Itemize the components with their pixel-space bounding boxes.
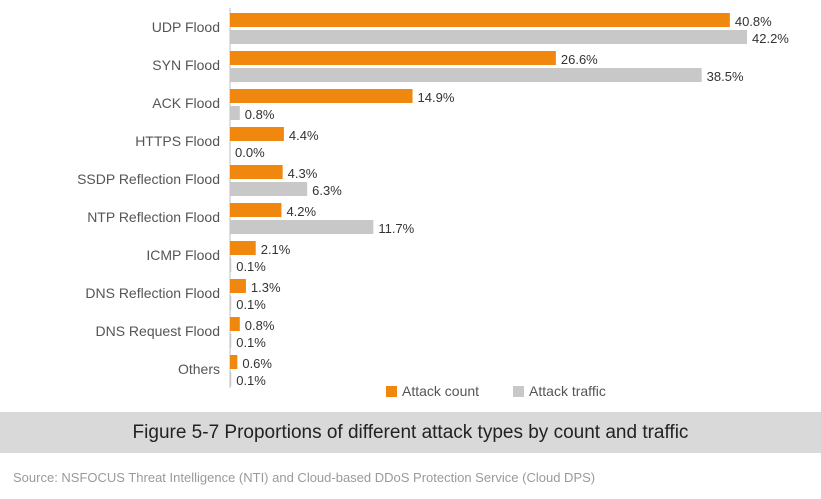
value-label-attack-traffic-ack-flood: 0.8% xyxy=(245,107,275,122)
value-label-attack-count-icmp-flood: 2.1% xyxy=(261,242,291,257)
bar-attack-traffic-others xyxy=(230,372,232,386)
bar-attack-count-ssdp-reflection-flood xyxy=(230,165,283,179)
value-label-attack-count-syn-flood: 26.6% xyxy=(561,52,598,67)
bar-attack-count-dns-reflection-flood xyxy=(230,279,246,293)
category-label-ntp-reflection-flood: NTP Reflection Flood xyxy=(87,209,220,225)
value-label-attack-traffic-https-flood: 0.0% xyxy=(235,145,265,160)
bar-attack-count-ack-flood xyxy=(230,89,413,103)
value-label-attack-traffic-udp-flood: 42.2% xyxy=(752,31,789,46)
legend-item-attack-traffic: Attack traffic xyxy=(513,383,606,399)
bar-attack-count-udp-flood xyxy=(230,13,730,27)
bar-attack-count-ntp-reflection-flood xyxy=(230,203,282,217)
value-label-attack-traffic-ssdp-reflection-flood: 6.3% xyxy=(312,183,342,198)
legend-label-attack-traffic: Attack traffic xyxy=(529,383,606,399)
category-label-dns-request-flood: DNS Request Flood xyxy=(95,323,220,339)
category-label-syn-flood: SYN Flood xyxy=(152,57,220,73)
value-label-attack-count-ack-flood: 14.9% xyxy=(418,90,455,105)
bar-attack-count-dns-request-flood xyxy=(230,317,240,331)
value-label-attack-count-ntp-reflection-flood: 4.2% xyxy=(286,204,316,219)
category-label-dns-reflection-flood: DNS Reflection Flood xyxy=(85,285,220,301)
figure-caption-text: Figure 5-7 Proportions of different atta… xyxy=(132,421,689,443)
value-label-attack-count-udp-flood: 40.8% xyxy=(735,14,772,29)
legend-item-attack-count: Attack count xyxy=(386,383,479,399)
value-label-attack-count-dns-request-flood: 0.8% xyxy=(245,318,275,333)
bar-attack-count-others xyxy=(230,355,238,369)
value-label-attack-traffic-ntp-reflection-flood: 11.7% xyxy=(378,221,414,236)
bar-attack-traffic-dns-reflection-flood xyxy=(230,296,232,310)
legend: Attack count Attack traffic xyxy=(386,383,606,399)
value-label-attack-traffic-icmp-flood: 0.1% xyxy=(236,259,266,274)
value-label-attack-count-ssdp-reflection-flood: 4.3% xyxy=(288,166,318,181)
value-label-attack-traffic-others: 0.1% xyxy=(236,373,266,388)
category-label-others: Others xyxy=(178,361,220,377)
bar-attack-traffic-ssdp-reflection-flood xyxy=(230,182,308,196)
bar-attack-traffic-icmp-flood xyxy=(230,258,232,272)
bar-attack-traffic-ntp-reflection-flood xyxy=(230,220,374,234)
value-label-attack-traffic-dns-reflection-flood: 0.1% xyxy=(236,297,266,312)
value-label-attack-count-dns-reflection-flood: 1.3% xyxy=(251,280,281,295)
category-label-https-flood: HTTPS Flood xyxy=(135,133,220,149)
source-note: Source: NSFOCUS Threat Intelligence (NTI… xyxy=(13,470,596,485)
bar-attack-count-syn-flood xyxy=(230,51,556,65)
value-label-attack-count-others: 0.6% xyxy=(242,356,272,371)
bars-group: UDP Flood 40.8% 42.2% SYN Flood 26.6% 38.5% AC… xyxy=(77,13,789,388)
category-label-udp-flood: UDP Flood xyxy=(152,19,220,35)
bar-attack-traffic-udp-flood xyxy=(230,30,747,44)
legend-swatch-attack-count xyxy=(386,385,397,397)
value-label-attack-traffic-syn-flood: 38.5% xyxy=(707,69,744,84)
value-label-attack-count-https-flood: 4.4% xyxy=(289,128,319,143)
bar-attack-traffic-ack-flood xyxy=(230,106,240,120)
category-label-icmp-flood: ICMP Flood xyxy=(146,247,220,263)
category-label-ack-flood: ACK Flood xyxy=(152,95,220,111)
value-label-attack-traffic-dns-request-flood: 0.1% xyxy=(236,335,266,350)
bar-chart: UDP Flood 40.8% 42.2% SYN Flood 26.6% 38.5% AC… xyxy=(77,8,789,388)
legend-label-attack-count: Attack count xyxy=(402,383,480,399)
bar-attack-count-https-flood xyxy=(230,127,284,141)
bar-attack-traffic-syn-flood xyxy=(230,68,702,82)
figure-caption: Figure 5-7 Proportions of different atta… xyxy=(0,412,821,453)
bar-attack-traffic-dns-request-flood xyxy=(230,334,232,348)
category-label-ssdp-reflection-flood: SSDP Reflection Flood xyxy=(77,171,220,187)
legend-swatch-attack-traffic xyxy=(513,385,525,397)
bar-attack-count-icmp-flood xyxy=(230,241,256,255)
